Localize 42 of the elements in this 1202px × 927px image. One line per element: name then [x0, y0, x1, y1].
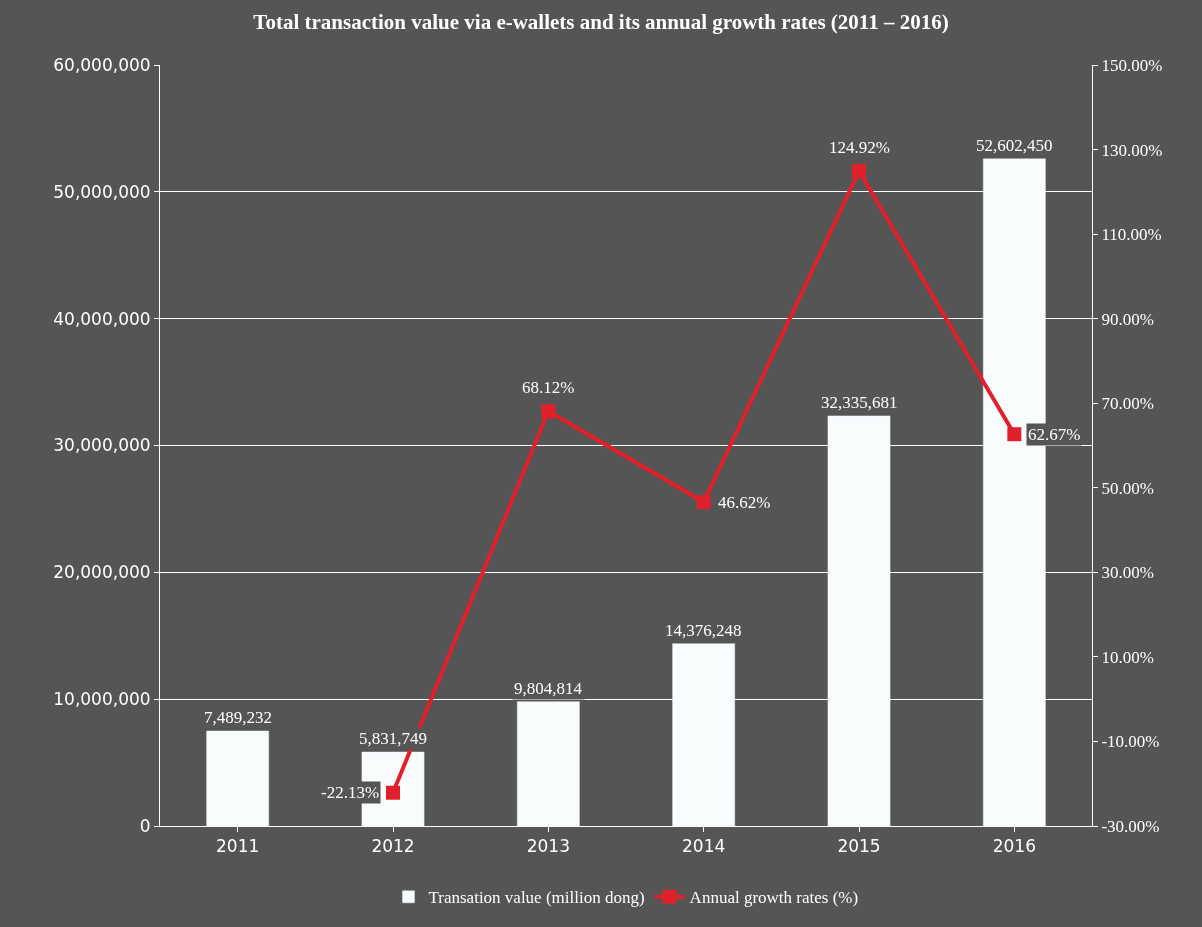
- y-tick-label: 20,000,000: [53, 562, 151, 583]
- data-label: 52,602,450: [976, 136, 1053, 155]
- y2-tick-label: -30.00%: [1101, 816, 1160, 836]
- data-label: 14,376,248: [665, 621, 742, 640]
- data-label: 46.62%: [718, 493, 771, 512]
- y2-tick-label: -10.00%: [1101, 732, 1160, 752]
- point: [696, 495, 711, 510]
- y-tick-label: 0: [139, 815, 151, 836]
- y2-tick-label: 70.00%: [1101, 394, 1154, 414]
- legend-label: Transation value (million dong): [428, 888, 645, 908]
- y-tick-label: 40,000,000: [53, 308, 151, 329]
- chart-title: Total transaction value via e-wallets and its annual growth rates (2011 – 2016): [253, 9, 949, 34]
- point: [1007, 427, 1022, 442]
- data-label: -22.13%: [321, 783, 380, 802]
- data-label: 9,804,814: [514, 679, 583, 698]
- y2-tick-label: 30.00%: [1101, 563, 1154, 583]
- data-label: 7,489,232: [204, 708, 272, 727]
- x-tick-label: 2015: [837, 836, 881, 857]
- point: [541, 404, 556, 419]
- data-label: 124.92%: [829, 138, 890, 157]
- data-label: 32,335,681: [821, 393, 898, 412]
- data-label: 5,831,749: [359, 729, 427, 748]
- y-tick-label: 50,000,000: [53, 181, 151, 202]
- y-tick-label: 60,000,000: [53, 54, 151, 75]
- y2-tick-label: 10.00%: [1101, 647, 1154, 667]
- point: [852, 164, 866, 179]
- x-tick-label: 2013: [526, 836, 570, 857]
- x-tick-label: 2014: [682, 836, 726, 857]
- legend-label: Annual growth rates (%): [689, 888, 859, 908]
- x-tick-label: 2016: [992, 836, 1036, 857]
- y2-tick-label: 150.00%: [1101, 55, 1163, 75]
- x-tick-label: 2011: [216, 836, 260, 857]
- y2-tick-label: 90.00%: [1101, 309, 1154, 329]
- y-tick-label: 30,000,000: [53, 435, 151, 456]
- point: [386, 785, 400, 800]
- y2-tick-label: 50.00%: [1101, 478, 1154, 498]
- x-tick-label: 2012: [371, 836, 415, 857]
- y2-tick-label: 110.00%: [1101, 225, 1162, 245]
- y2-tick-label: 130.00%: [1101, 140, 1163, 160]
- y-tick-label: 10,000,000: [53, 689, 151, 710]
- data-label: 62.67%: [1028, 425, 1081, 444]
- data-label: 68.12%: [522, 378, 575, 397]
